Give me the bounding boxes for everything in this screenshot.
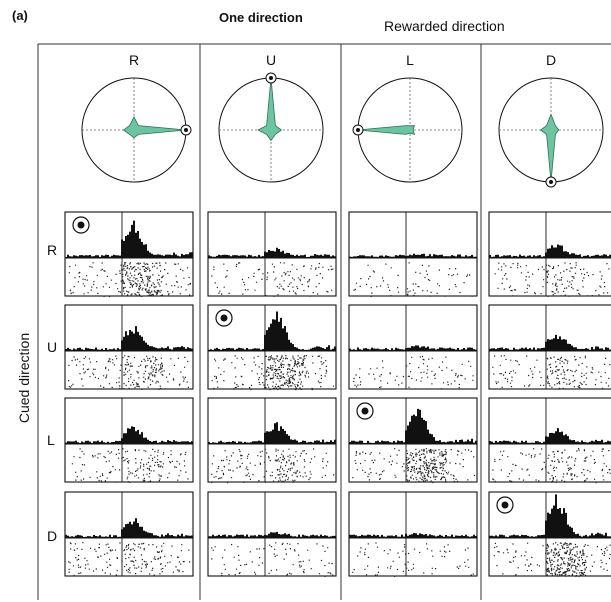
polar-plot-r [81,77,192,183]
psth-histogram [208,247,336,258]
raster-spikes [492,355,611,390]
psth-panel [348,397,478,484]
psth-frame [488,211,611,297]
bullseye-center [356,128,360,132]
raster-spikes [493,542,611,577]
raster-spikes [211,262,334,297]
polar-plot-u [218,72,324,183]
psth-histogram [349,345,477,351]
polar-plots [81,72,604,188]
polar-tuning-shape [122,116,187,139]
psth-panel [64,211,194,298]
bullseye-center [549,180,553,184]
psth-histogram [349,408,477,444]
psth-histogram [489,494,611,538]
raster-spikes [211,355,335,391]
bullseye-center [77,221,85,229]
psth-histogram [65,326,193,351]
psth-panel [348,491,478,577]
polar-tuning-shape [357,125,415,135]
psth-panel [207,211,337,297]
condition-title: One direction [219,10,303,25]
psth-panel [207,397,337,484]
psth-histogram [65,220,193,258]
polar-tuning-shape [539,113,560,183]
polar-plot-l [352,77,463,183]
psth-panel [348,304,478,390]
psth-panel [207,491,337,577]
bullseye-center [220,314,228,322]
column-label-d: D [545,52,557,68]
row-label-d: D [47,528,58,544]
psth-grid [64,211,611,577]
column-label-r: R [128,52,140,68]
psth-panel [488,397,611,484]
raster-spikes [353,262,473,297]
psth-histogram [208,531,336,538]
column-dividers [37,43,611,600]
bullseye-center [184,128,188,132]
panel-label: (a) [12,8,28,23]
column-label-l: L [406,52,414,68]
bullseye-center [269,76,273,80]
bullseye-center [361,407,369,415]
raster-spikes [71,448,189,483]
psth-histogram [349,533,477,538]
psth-histogram [208,422,336,444]
psth-histogram [489,244,611,258]
raster-spikes [492,448,611,484]
row-label-u: U [47,339,58,355]
column-group-title: Rewarded direction [384,18,505,34]
raster-spikes [211,542,334,577]
raster-spikes [68,262,191,298]
psth-panel [64,397,194,483]
psth-panel [488,491,611,577]
psth-frame [64,491,194,577]
psth-histogram [208,311,336,351]
polar-tuning-shape [257,77,283,142]
psth-panel [488,304,611,390]
bullseye-center [501,501,509,509]
psth-panel [348,211,478,297]
psth-histogram [489,334,611,351]
psth-panel [488,211,611,297]
column-label-u: U [265,52,277,68]
raster-spikes [68,355,189,390]
psth-panel [64,491,194,577]
raster-spikes [211,448,335,484]
psth-histogram [489,428,611,444]
row-label-r: R [47,242,58,258]
psth-frame [207,491,337,577]
row-label-l: L [47,432,55,448]
psth-histogram [65,426,193,444]
psth-histogram [65,518,193,538]
psth-panel [64,304,194,390]
polar-plot-d [498,77,604,188]
raster-spikes [494,262,610,297]
raster-spikes [68,542,191,577]
psth-histogram [349,253,477,258]
psth-panel [207,304,337,391]
